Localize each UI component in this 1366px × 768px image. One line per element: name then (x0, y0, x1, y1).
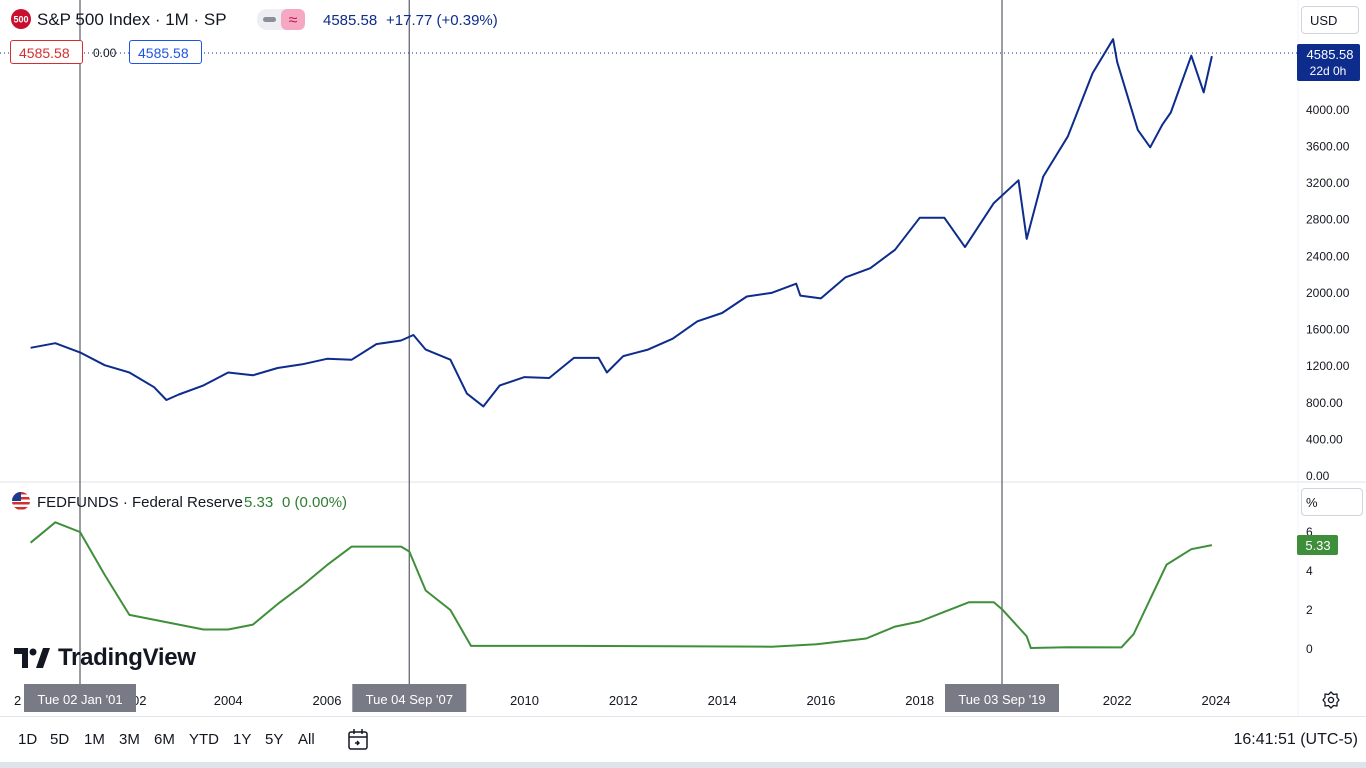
marker-label-bg (24, 684, 136, 712)
tradingview-logo-icon (14, 648, 50, 668)
range-button-6m[interactable]: 6M (154, 731, 175, 748)
bottom-strip (0, 762, 1366, 768)
price-tick-label: 2800.00 (1306, 213, 1350, 227)
range-button-5y[interactable]: 5Y (265, 731, 284, 748)
last-price-value: 4585.58 (1307, 47, 1354, 62)
range-button-all[interactable]: All (298, 731, 315, 748)
fed-title[interactable]: FEDFUNDS · Federal Reserve (37, 494, 243, 511)
symbol-badge: 500 (11, 9, 31, 29)
time-tick-label-partial: 2 (14, 693, 21, 708)
range-button-1y[interactable]: 1Y (233, 731, 252, 748)
fed-tick-label: 2 (1306, 603, 1313, 617)
currency-selector[interactable]: USD (1301, 6, 1359, 34)
time-tick-label: 2024 (1202, 693, 1231, 708)
fed-last-value: 5.33 (1305, 538, 1330, 553)
sell-price-box[interactable]: 4585.58 (10, 40, 83, 64)
tradingview-logo: TradingView (14, 644, 196, 672)
price-tick-label: 400.00 (1306, 432, 1343, 446)
vertical-marker-lines (79, 0, 1003, 684)
range-button-3m[interactable]: 3M (119, 731, 140, 748)
price-tick-label: 1200.00 (1306, 359, 1350, 373)
axis-settings-gear-icon[interactable] (1322, 691, 1340, 709)
marker-label: Tue 02 Jan '01 (37, 692, 122, 707)
fed-tick-label: 4 (1306, 564, 1313, 578)
fed-tick-label: 6 (1306, 525, 1313, 539)
price-tick-label: 4000.00 (1306, 103, 1350, 117)
svg-text:500: 500 (13, 15, 28, 25)
clock[interactable]: 16:41:51 (UTC-5) (1233, 731, 1359, 748)
header-change: +17.77 (+0.39%) (386, 12, 498, 29)
price-tick-label: 2400.00 (1306, 249, 1350, 263)
fed-tick-label: 0 (1306, 642, 1313, 656)
time-tick-label: 2014 (708, 693, 737, 708)
time-marker-labels: Tue 02 Jan '01 Tue 04 Sep '07 Tue 03 Sep '… (24, 684, 1059, 712)
range-button-1d[interactable]: 1D (18, 731, 38, 748)
time-tick-label: 2006 (313, 693, 342, 708)
range-button-ytd[interactable]: YTD (189, 731, 219, 748)
time-tick-label: 2004 (214, 693, 243, 708)
range-button-5d[interactable]: 5D (50, 731, 70, 748)
marker-label: Tue 03 Sep '19 (958, 692, 1045, 707)
indicator-toggle[interactable]: ≈ (257, 9, 305, 30)
last-price-label: 4585.58 22d 0h (1297, 44, 1360, 81)
price-tick-label: 2000.00 (1306, 286, 1350, 300)
fed-change: 0 (0.00%) (282, 494, 347, 511)
price-tick-label: 3600.00 (1306, 139, 1350, 153)
fed-last-value-label: 5.33 (1297, 535, 1338, 555)
time-tick-label: 2022 (1103, 693, 1132, 708)
minimize-icon[interactable] (263, 17, 276, 22)
bottom-toolbar (0, 716, 1366, 763)
calendar-icon[interactable] (346, 727, 372, 753)
fed-unit-selector[interactable]: % (1301, 488, 1363, 516)
symbol-title[interactable]: S&P 500 Index · 1M · SP (37, 10, 227, 29)
compare-wave-icon[interactable]: ≈ (289, 12, 298, 29)
range-button-1m[interactable]: 1M (84, 731, 105, 748)
spread-value: 0.00 (93, 46, 117, 60)
header-price: 4585.58 (323, 12, 377, 29)
time-tick-label: 2016 (806, 693, 835, 708)
buy-price-box[interactable]: 4585.58 (129, 40, 202, 64)
price-axis[interactable]: 4000.00 3600.00 3200.00 2800.00 2400.00 2000.… (1306, 103, 1350, 483)
time-tick-label: 2012 (609, 693, 638, 708)
marker-label-bg (352, 684, 467, 712)
price-tick-label: 0.00 (1306, 469, 1330, 483)
tradingview-logo-text: TradingView (58, 644, 196, 671)
fed-axis[interactable]: 6 4 2 0 (1306, 525, 1313, 656)
price-tick-label: 1600.00 (1306, 323, 1350, 337)
bar-countdown: 22d 0h (1310, 64, 1347, 78)
fedfunds-series-line (29, 521, 1213, 649)
marker-label-bg (945, 684, 1059, 712)
time-tick-label: 2018 (905, 693, 934, 708)
price-tick-label: 800.00 (1306, 396, 1343, 410)
fed-value: 5.33 (244, 494, 273, 511)
us-flag-icon (12, 492, 30, 510)
spx-series-line (30, 38, 1213, 408)
marker-label: Tue 04 Sep '07 (366, 692, 453, 707)
time-tick-label: 2010 (510, 693, 539, 708)
price-tick-label: 3200.00 (1306, 176, 1350, 190)
